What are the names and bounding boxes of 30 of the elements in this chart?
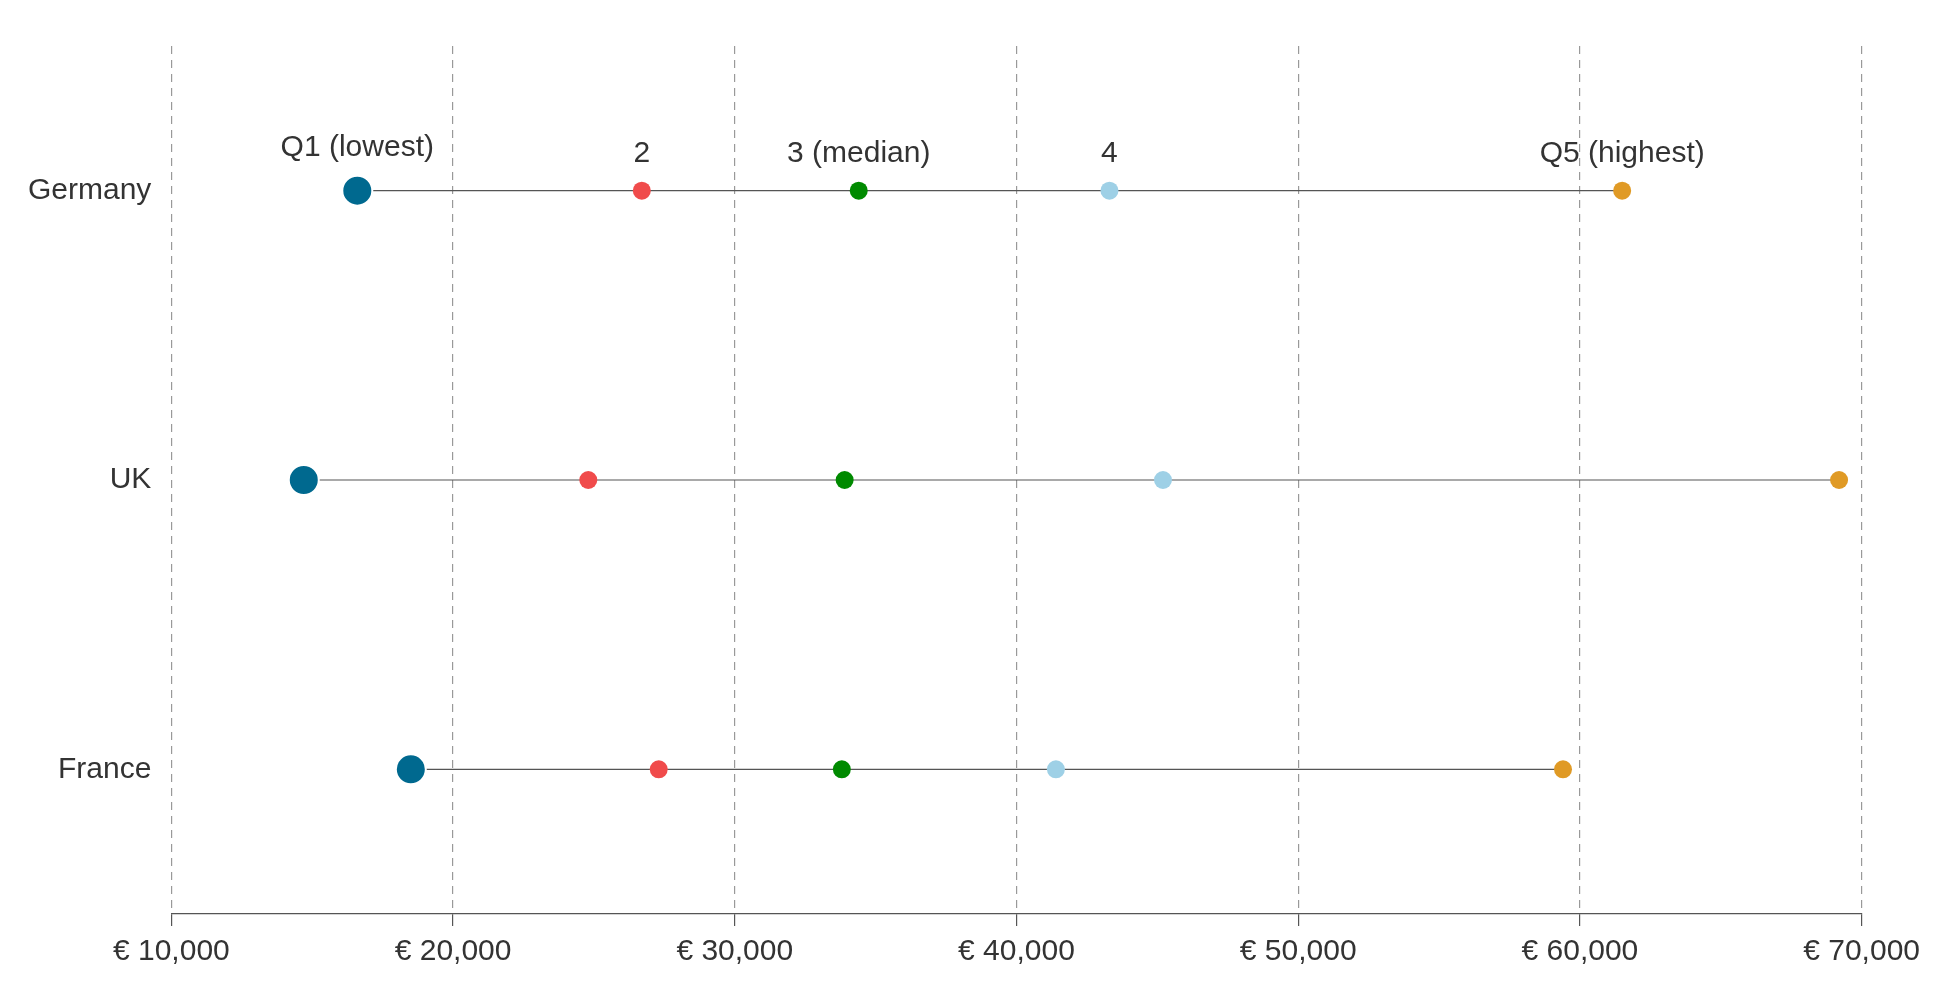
series-label: 3 (median)	[787, 134, 931, 168]
point	[849, 181, 868, 200]
point	[394, 753, 427, 786]
x-tick-label: € 20,000	[394, 933, 512, 967]
point	[1153, 471, 1172, 489]
series-label: 2	[633, 134, 651, 168]
point	[1554, 760, 1572, 779]
series-label: Q5 (highest)	[1539, 134, 1705, 168]
point	[287, 464, 320, 496]
y-tick-label: Germany	[27, 171, 152, 205]
y-tick-label: France	[57, 750, 152, 784]
x-tick-label: € 10,000	[112, 933, 230, 967]
point	[649, 760, 668, 779]
point	[579, 471, 598, 489]
x-tick-label: € 50,000	[1239, 933, 1357, 967]
point	[1830, 471, 1849, 489]
x-tick-label: € 30,000	[676, 933, 794, 967]
point	[341, 174, 374, 207]
point	[1613, 181, 1632, 200]
x-tick-label: € 40,000	[958, 933, 1075, 967]
point	[1046, 760, 1065, 779]
x-tick-label: € 60,000	[1521, 933, 1639, 967]
point	[835, 471, 854, 489]
point	[1100, 181, 1119, 200]
y-tick-label: UK	[109, 461, 152, 495]
x-tick-label: € 70,000	[1803, 933, 1920, 967]
point	[632, 181, 651, 200]
series-label: 4	[1101, 134, 1118, 168]
point	[832, 760, 851, 779]
series-label: Q1 (lowest)	[280, 128, 434, 162]
